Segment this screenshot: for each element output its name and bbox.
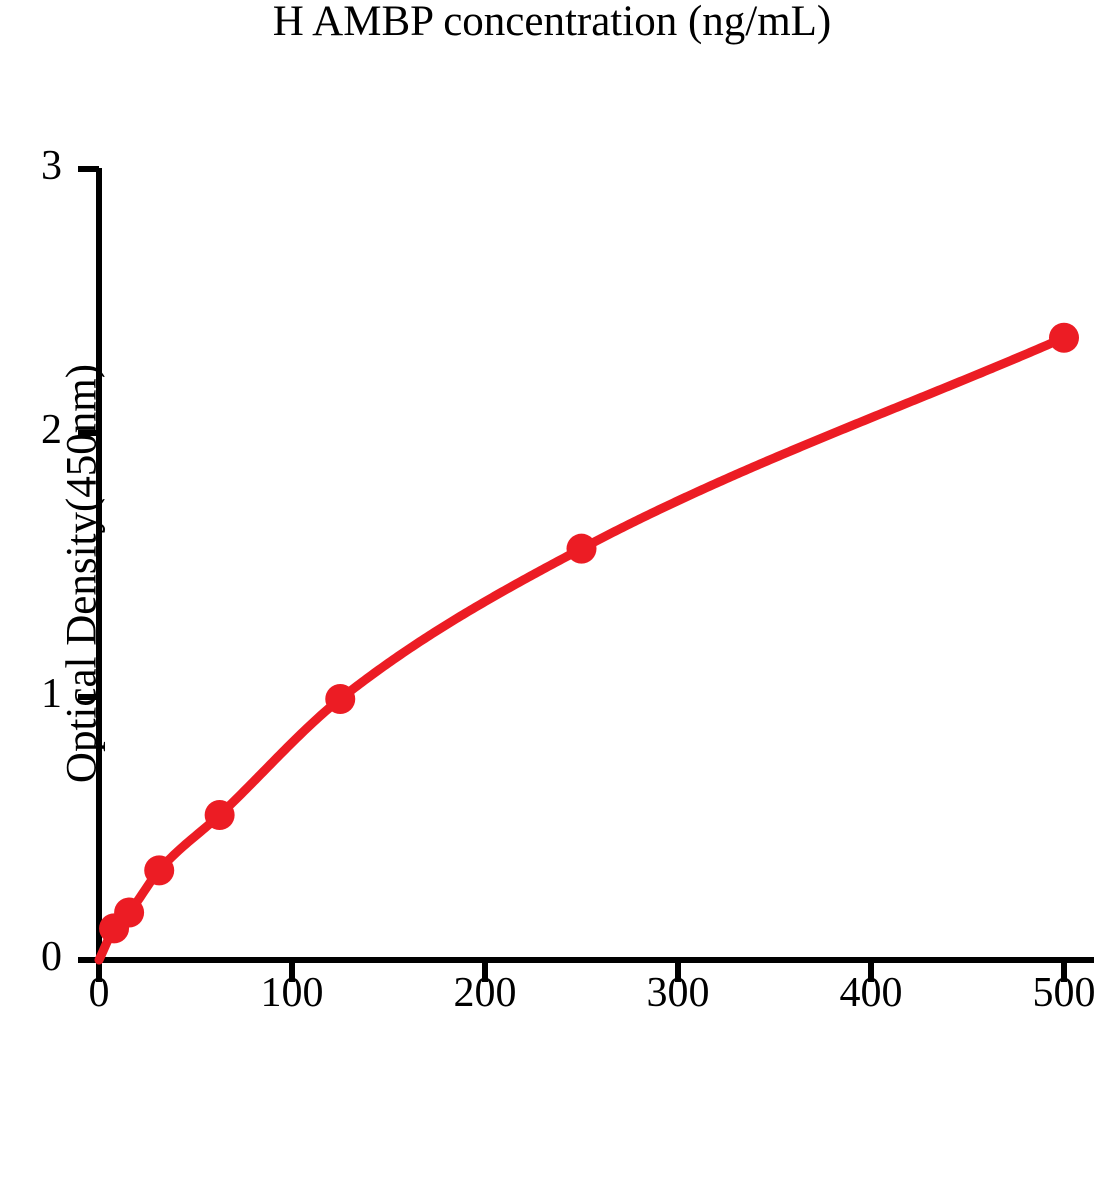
x-tick-label-5: 500 bbox=[1032, 970, 1096, 1016]
x-axis-title: H AMBP concentration (ng/mL) bbox=[272, 0, 832, 45]
y-tick-label-0: 0 bbox=[41, 934, 62, 980]
y-tick-label-1: 1 bbox=[41, 671, 62, 717]
x-tick-label-1: 100 bbox=[260, 970, 324, 1016]
y-tick-label-3: 3 bbox=[41, 143, 62, 189]
data-point bbox=[144, 855, 175, 886]
data-point bbox=[325, 683, 356, 714]
data-point-markers bbox=[99, 322, 1079, 944]
x-tick-label-3: 300 bbox=[646, 970, 710, 1016]
x-tick-label-4: 400 bbox=[839, 970, 903, 1016]
data-point bbox=[1049, 322, 1079, 353]
axis-lines bbox=[96, 168, 1094, 963]
data-point bbox=[204, 799, 235, 830]
data-point bbox=[566, 533, 597, 564]
y-axis-ticks bbox=[78, 166, 99, 963]
x-tick-label-2: 200 bbox=[453, 970, 517, 1016]
standard-curve-line bbox=[94, 333, 1069, 965]
y-tick-label-2: 2 bbox=[41, 407, 62, 453]
x-tick-label-0: 0 bbox=[88, 970, 110, 1016]
data-point bbox=[114, 897, 145, 928]
